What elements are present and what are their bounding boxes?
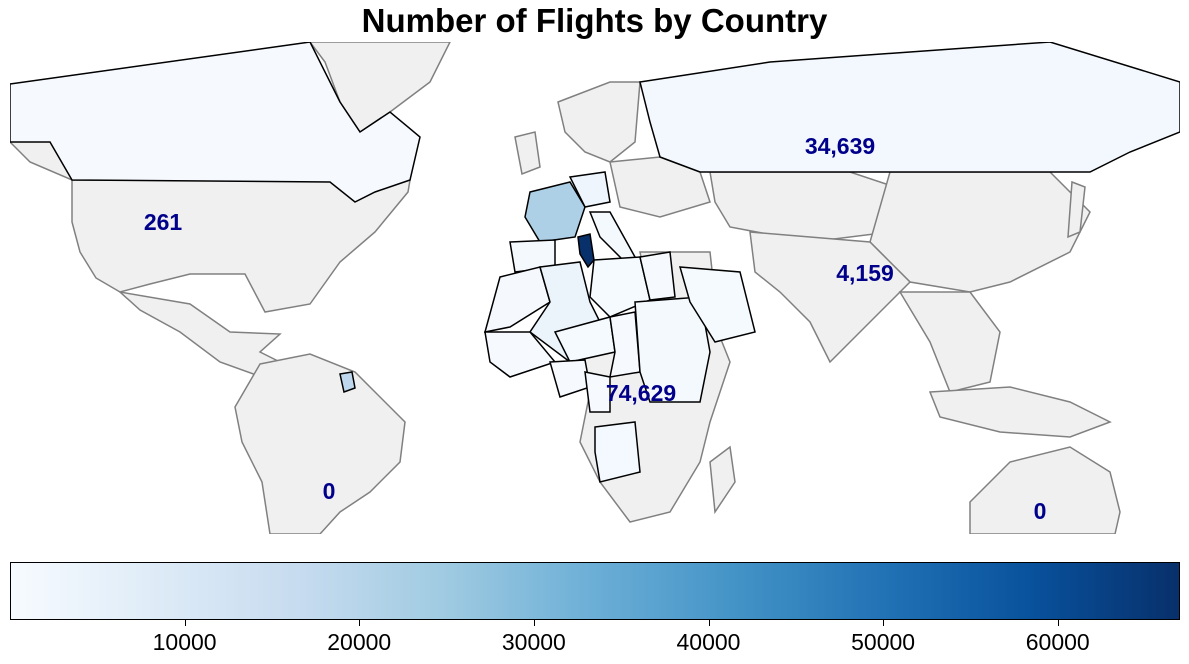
- country-canada: [10, 42, 421, 203]
- country-french-guiana: [339, 371, 356, 393]
- country-japan: [1067, 180, 1086, 239]
- no-data-regions: [10, 42, 1121, 534]
- region-labels: 261 34,639 4,159 74,629 0 0: [144, 133, 1047, 524]
- country-tunisia: [577, 233, 595, 269]
- country-egypt-data: [639, 251, 676, 301]
- data-regions: [10, 42, 1180, 483]
- colorbar-tick-mark: [184, 620, 186, 626]
- region-label-oceania: 0: [1034, 498, 1047, 524]
- country-chad: [609, 311, 641, 378]
- colorbar-tick-label: 10000: [152, 629, 217, 655]
- colorbar-ticks: 10000 20000 30000 40000 50000 60000: [10, 620, 1180, 664]
- colorbar-tick-mark: [1057, 620, 1059, 626]
- colorbar-tick-label: 50000: [851, 629, 916, 655]
- colorbar-tick-label: 60000: [1025, 629, 1090, 655]
- region-label-africa: 74,629: [606, 380, 676, 406]
- country-scandinavia: [557, 81, 641, 163]
- colorbar: [10, 562, 1180, 620]
- country-russia: [639, 42, 1180, 173]
- country-saudi-arabia: [678, 266, 756, 343]
- colorbar-tick-label: 20000: [327, 629, 392, 655]
- country-madagascar: [709, 445, 736, 515]
- country-italy: [588, 211, 637, 263]
- colorbar-tick-mark: [708, 620, 710, 626]
- country-angola: [594, 421, 641, 483]
- country-southeast-asia: [898, 291, 1001, 393]
- country-central-asia: [709, 171, 912, 243]
- country-australia: [969, 446, 1121, 534]
- country-france: [524, 181, 586, 243]
- country-india: [749, 231, 912, 364]
- country-indonesia: [928, 386, 1112, 438]
- country-usa: [71, 179, 411, 313]
- region-label-russia: 34,639: [805, 133, 875, 159]
- colorbar-tick-mark: [359, 620, 361, 626]
- country-cameroon: [584, 371, 611, 413]
- colorbar-tick-label: 30000: [501, 629, 566, 655]
- country-uk: [514, 131, 541, 176]
- colorbar-tick-mark: [533, 620, 535, 626]
- colorbar-tick-mark: [883, 620, 885, 626]
- country-germany: [568, 171, 611, 208]
- chart-title: Number of Flights by Country: [361, 2, 828, 39]
- region-label-south-asia: 4,159: [836, 260, 894, 286]
- country-morocco: [483, 266, 551, 333]
- country-nigeria: [549, 359, 591, 398]
- region-label-south-america: 0: [323, 478, 336, 504]
- colorbar-tick-label: 40000: [676, 629, 741, 655]
- region-label-north-america: 261: [144, 209, 183, 235]
- country-south-america: [234, 353, 406, 534]
- world-map: 261 34,639 4,159 74,629 0 0: [10, 42, 1180, 534]
- country-mali: [484, 331, 557, 378]
